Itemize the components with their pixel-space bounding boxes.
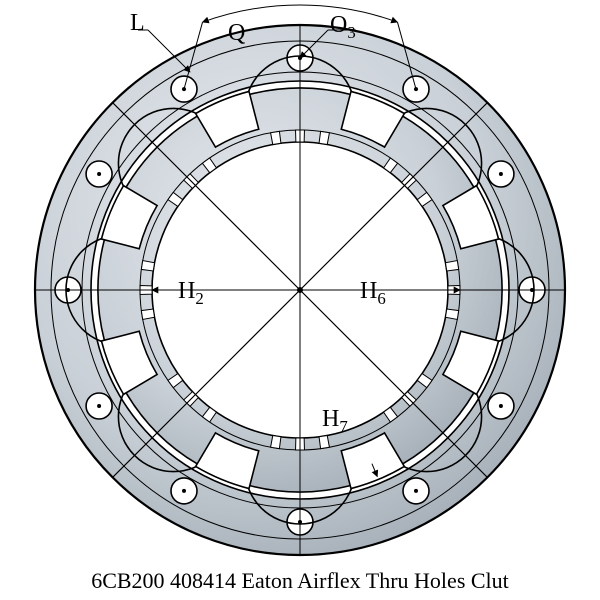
dimension-sub: 3 — [347, 23, 355, 42]
rib-slot — [141, 261, 154, 271]
dimension-text: L — [130, 10, 145, 36]
rib-slot — [271, 435, 281, 448]
diagram-stage: L Q O3 H2 H6 H7 6CB200 408414 Eaton Airf… — [0, 0, 600, 600]
center-mark — [297, 287, 303, 293]
clutch-diagram-svg — [0, 0, 600, 600]
dimension-text: O — [330, 12, 347, 38]
dimension-label-L: L — [130, 10, 145, 37]
dimension-label-O3: O3 — [330, 12, 356, 43]
dimension-text: H — [360, 278, 377, 304]
rib-slot — [319, 131, 329, 144]
rib-slot — [445, 261, 458, 271]
dimension-label-H2: H2 — [178, 278, 204, 309]
caption-text: 6CB200 408414 Eaton Airflex Thru Holes C… — [91, 568, 509, 593]
dimension-text: H — [322, 406, 339, 432]
dimension-text: H — [178, 278, 195, 304]
rib-slot — [141, 309, 154, 319]
rib-slot — [445, 309, 458, 319]
rib-slot — [271, 131, 281, 144]
dimension-sub: 6 — [377, 289, 385, 308]
image-caption: 6CB200 408414 Eaton Airflex Thru Holes C… — [0, 568, 600, 594]
dimension-label-Q: Q — [228, 20, 245, 47]
dimension-sub: 2 — [195, 289, 203, 308]
rib-slot — [319, 435, 329, 448]
dimension-sub: 7 — [339, 417, 347, 436]
dimension-label-H7: H7 — [322, 406, 348, 437]
dimension-text: Q — [228, 20, 245, 46]
dimension-label-H6: H6 — [360, 278, 386, 309]
